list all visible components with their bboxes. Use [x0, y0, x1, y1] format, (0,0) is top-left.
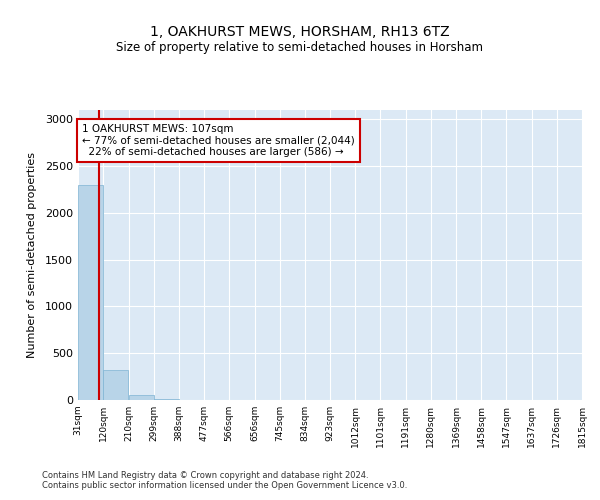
Text: Contains HM Land Registry data © Crown copyright and database right 2024.: Contains HM Land Registry data © Crown c…	[42, 470, 368, 480]
Bar	[128, 396, 154, 400]
Text: Contains public sector information licensed under the Open Government Licence v3: Contains public sector information licen…	[42, 480, 407, 490]
Bar	[78, 185, 103, 400]
Text: 1 OAKHURST MEWS: 107sqm
← 77% of semi-detached houses are smaller (2,044)
  22% : 1 OAKHURST MEWS: 107sqm ← 77% of semi-de…	[82, 124, 355, 157]
Text: 1, OAKHURST MEWS, HORSHAM, RH13 6TZ: 1, OAKHURST MEWS, HORSHAM, RH13 6TZ	[150, 26, 450, 40]
Bar	[103, 370, 128, 400]
Bar	[154, 399, 179, 400]
Y-axis label: Number of semi-detached properties: Number of semi-detached properties	[26, 152, 37, 358]
Text: Size of property relative to semi-detached houses in Horsham: Size of property relative to semi-detach…	[116, 41, 484, 54]
